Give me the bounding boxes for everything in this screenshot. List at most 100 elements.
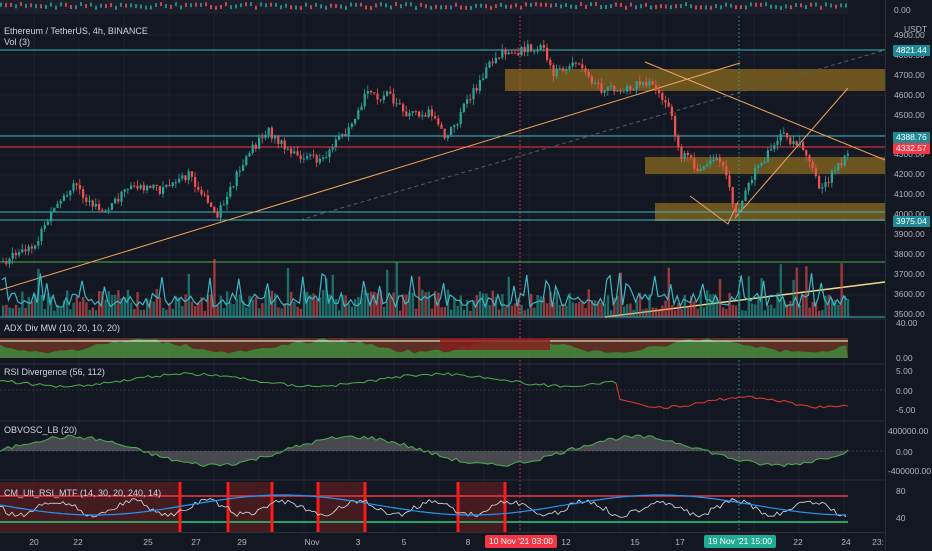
top-strip-mark (175, 2, 177, 7)
volume-bar (347, 303, 350, 317)
volume-bar (578, 301, 581, 317)
volume-bar (427, 291, 430, 317)
candle-body (190, 171, 193, 177)
candle-body (146, 185, 149, 191)
candle-body (773, 145, 776, 150)
volume-bar (834, 300, 837, 317)
top-strip-mark (40, 4, 42, 9)
top-strip-mark (455, 2, 457, 7)
candle-body (344, 133, 347, 136)
top-strip-mark (90, 2, 92, 7)
candle-body (101, 209, 104, 211)
volume-bar (40, 294, 43, 317)
volume-bar (440, 307, 443, 317)
volume-bar (747, 276, 750, 317)
candle-body (130, 185, 133, 190)
volume-bar (117, 290, 120, 317)
candle-body (350, 123, 353, 128)
volume-bar (715, 297, 718, 317)
candle-body (539, 44, 542, 51)
candle-body (792, 141, 795, 145)
candle-body (683, 152, 686, 160)
top-strip-mark (210, 5, 212, 10)
top-strip-mark (610, 4, 612, 9)
candle-body (517, 53, 520, 56)
volume-bar (382, 306, 386, 317)
candle-body (738, 209, 741, 214)
volume-bar (482, 293, 485, 317)
volume-bar (142, 309, 146, 317)
candle-body (702, 166, 705, 170)
time-axis[interactable] (0, 532, 885, 551)
rsi-label[interactable]: RSI Divergence (56, 112) (4, 367, 105, 377)
candle-body (664, 100, 667, 103)
candle-body (251, 144, 254, 154)
top-strip-mark (540, 2, 542, 7)
top-strip-mark (110, 3, 112, 8)
top-strip-mark (560, 4, 562, 9)
volume-bar (123, 297, 126, 317)
volume-bar (664, 300, 667, 317)
top-strip-mark (170, 4, 172, 9)
volume-bar (24, 308, 27, 317)
volume-bar (216, 305, 219, 317)
volume-bar (514, 303, 517, 317)
top-strip-mark (310, 5, 312, 10)
candle-body (229, 186, 232, 197)
candle-body (728, 175, 731, 188)
volume-bar (750, 303, 754, 317)
trendline-up-short (734, 87, 849, 219)
top-strip-mark (690, 4, 692, 9)
top-strip-mark (515, 3, 517, 8)
volume-bar (254, 297, 258, 317)
price-tick: 4500.00 (894, 109, 925, 120)
volume-bar (363, 290, 366, 317)
volume-bar (837, 304, 840, 317)
top-strip-mark (500, 2, 502, 7)
supply-demand-zones (505, 69, 885, 221)
cm-label[interactable]: CM_Ult_RSI_MTF (14, 30, 20, 240, 14) (4, 488, 162, 498)
top-strip-mark (335, 3, 337, 8)
candle-body (264, 134, 267, 139)
candle-body (811, 161, 814, 169)
volume-bar (8, 307, 11, 317)
candle-body (766, 150, 769, 162)
volume-bar (373, 291, 376, 317)
volume-bar (523, 310, 526, 317)
pattern-lines (689, 195, 739, 225)
top-strip-mark (95, 5, 97, 10)
candle-body (651, 81, 654, 85)
candle-body (530, 44, 533, 52)
volume-bar (18, 307, 21, 317)
volume-bar (542, 297, 546, 317)
top-strip-mark (505, 4, 507, 9)
volume-bar (606, 295, 610, 317)
volume-bar (181, 306, 184, 317)
volume-bar (133, 309, 136, 317)
price-axis[interactable]: 0.00 USDT 4900.004800.004700.004600.0045… (885, 0, 932, 550)
volume-label[interactable]: Vol (3) (4, 37, 31, 47)
candle-body (670, 106, 673, 117)
candle-body (642, 82, 645, 86)
candle-body (398, 103, 401, 105)
top-strip-mark (345, 5, 347, 10)
volume-bar (638, 292, 642, 317)
obv-label[interactable]: OBVOSC_LB (20) (4, 425, 78, 435)
candle-body (2, 261, 5, 263)
top-strip-mark (75, 5, 77, 10)
volume-bar (318, 297, 322, 317)
symbol-title[interactable]: Ethereum / TetherUS, 4h, BINANCE (4, 26, 148, 36)
adx-label[interactable]: ADX Div MW (10, 20, 10, 20) (4, 323, 121, 333)
volume-bar (53, 310, 56, 317)
top-strip-mark (240, 3, 242, 8)
volume-bar (331, 274, 334, 317)
volume-bar (469, 310, 472, 317)
top-strip-mark (840, 3, 842, 8)
volume-bar (59, 307, 62, 317)
volume-bar (674, 310, 677, 317)
volume-bar (235, 298, 238, 317)
candle-body (40, 228, 43, 242)
top-strip-mark (760, 2, 762, 7)
candle-body (142, 185, 145, 191)
